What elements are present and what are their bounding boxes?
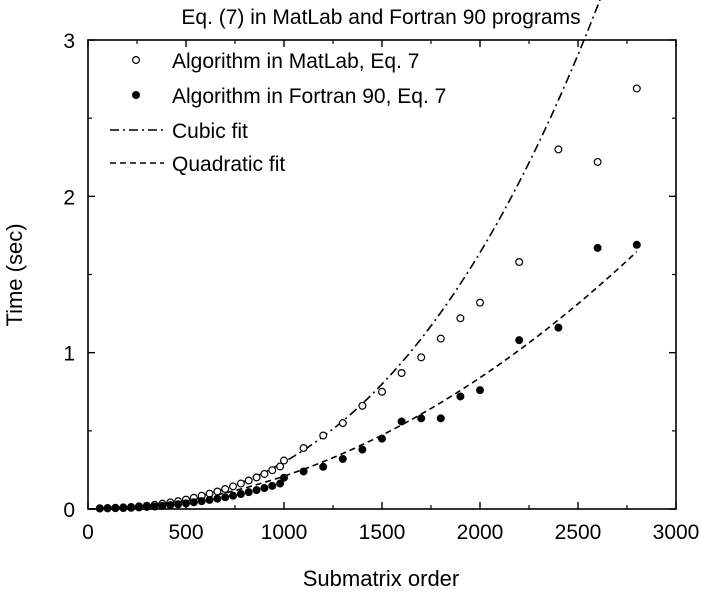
fortran-data-point [134,503,143,512]
fortran-data-point [236,489,245,498]
chart-title: Eq. (7) in MatLab and Fortran 90 program… [181,6,580,29]
fortran-data-point [338,454,347,463]
quadratic-fit-line [87,251,638,510]
matlab-data-point [319,431,328,440]
x-tick-label: 2000 [457,521,504,544]
fortran-data-point [515,336,524,345]
legend-label: Algorithm in MatLab, Eq. 7 [172,50,419,73]
matlab-data-point [276,462,285,471]
fortran-data-point [221,493,230,502]
y-tick-label: 1 [63,343,75,366]
matlab-data-point [252,473,261,482]
fortran-data-point [358,445,367,454]
fortran-data-point [593,243,602,252]
fortran-data-point [166,501,175,510]
legend-symbol-matlab [132,55,141,64]
fortran-data-point [181,499,190,508]
matlab-data-point [456,314,465,323]
matlab-data-point [554,145,563,154]
fortran-data-point [456,392,465,401]
fortran-data-point [436,414,445,423]
fortran-data-point [95,504,104,513]
matlab-data-point [593,157,602,166]
matlab-data-point [515,257,524,266]
x-tick-label: 500 [168,521,203,544]
fortran-data-point [229,491,238,500]
matlab-data-point [338,419,347,428]
y-axis-label: Time (sec) [2,223,27,326]
fortran-data-point [119,504,128,513]
matlab-data-point [221,484,230,493]
fortran-data-point [205,495,214,504]
matlab-data-point [244,476,253,485]
plot-area: 0 500 1000 1500 2000 2500 3000 0 1 2 3 Algorithm in… [63,0,699,544]
matlab-data-point [417,353,426,362]
x-tick-label: 3000 [653,521,700,544]
y-tick-label: 0 [63,499,75,522]
legend-label: Cubic fit [172,120,248,143]
y-tick-label: 3 [63,30,75,53]
fortran-data-point [377,434,386,443]
fortran-data-point [554,323,563,332]
fortran-data-point [103,504,112,513]
matlab-data-point [299,444,308,453]
fortran-data-point [213,494,222,503]
legend-label: Algorithm in Fortran 90, Eq. 7 [172,85,446,108]
fortran-data-point [475,386,484,395]
matlab-data-point [260,469,269,478]
matlab-data-point [632,84,641,93]
fortran-data-point [276,479,285,488]
matlab-data-point [213,487,222,496]
matlab-data-point [268,466,277,475]
fortran-data-point [127,503,136,512]
fortran-data-point [189,498,198,507]
fortran-data-point [244,488,253,497]
x-axis-label: Submatrix order [303,566,460,591]
fortran-data-point [197,497,206,506]
matlab-data-point [378,387,387,396]
fortran-data-point [111,504,120,513]
matlab-data-point [236,479,245,488]
x-tick-label: 0 [82,521,94,544]
fortran-data-point [632,240,641,249]
matlab-data-point [436,334,445,343]
fortran-data-point [252,486,261,495]
fortran-data-point [319,462,328,471]
x-tick-label: 1500 [359,521,406,544]
matlab-data-point [358,401,367,410]
fortran-data-point [150,502,159,511]
fortran-data-point [142,502,151,511]
matlab-data-point [397,368,406,377]
matlab-data-point [280,456,289,465]
cubic-fit-line [87,0,601,510]
fortran-data-point [279,473,288,482]
fortran-data-point [299,467,308,476]
fortran-data-point [158,501,167,510]
x-tick-label: 1000 [261,521,308,544]
matlab-data-point [476,298,485,307]
fortran-data-point [417,414,426,423]
fortran-data-point [260,484,269,493]
legend-symbol-fortran [131,91,140,100]
fortran-data-point [174,500,183,509]
matlab-data-point [229,482,238,491]
legend-label: Quadratic fit [172,153,285,176]
fortran-data-point [268,481,277,490]
y-tick-label: 2 [63,186,75,209]
x-tick-label: 2500 [555,521,602,544]
fortran-data-point [397,417,406,426]
